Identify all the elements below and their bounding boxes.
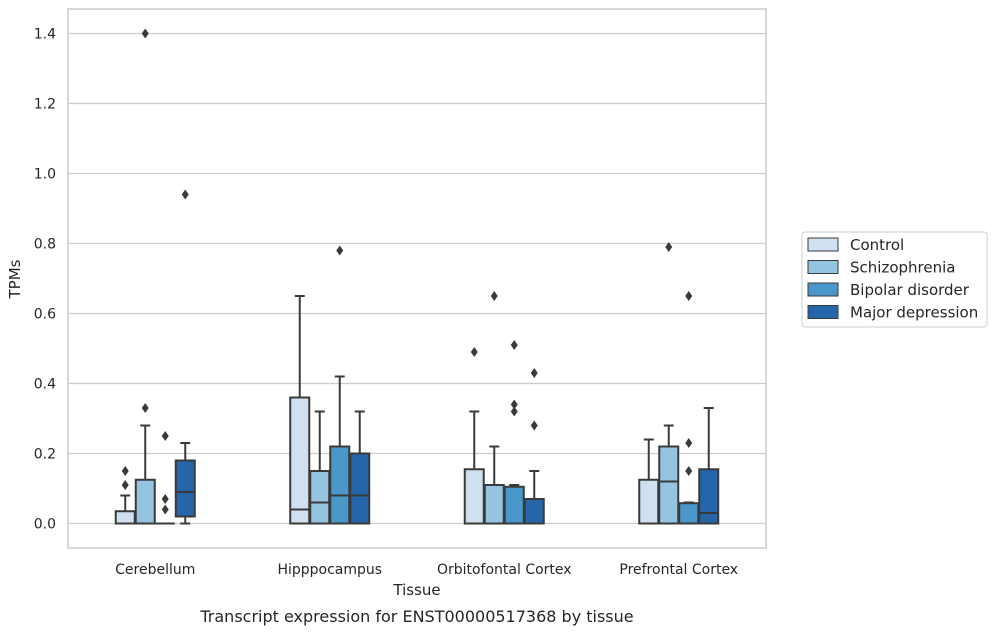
y-tick-label: 1.2 [34,97,56,113]
box-iqr [134,478,156,525]
outlier-point [685,438,693,448]
outlier-point [141,28,149,39]
box-major-depression [698,407,720,525]
outlier-point [121,466,129,476]
box-iqr [289,396,311,525]
outlier-point [161,494,169,504]
outlier-point [470,347,478,357]
legend-label: Schizophrenia [850,259,955,277]
box-schizophrenia [134,28,156,525]
legend-label: Control [850,236,904,254]
box-control [289,295,311,525]
box-schizophrenia [309,410,331,525]
y-tick-label: 0.6 [34,307,56,323]
x-axis-label: Tissue [392,581,440,599]
outlier-point [161,504,169,515]
box-control [114,466,136,525]
x-tick-label: Cerebellum [115,562,195,578]
legend-swatch [807,237,839,252]
chart-caption: Transcript expression for ENST0000051736… [199,607,633,626]
y-tick-label: 1.4 [34,27,56,43]
x-tick-label: Orbitofontal Cortex [437,562,572,578]
box-iqr [309,470,331,525]
legend-swatch [807,305,839,319]
box-bipolar-disorder [155,431,175,525]
box-major-depression [523,368,545,525]
x-tick-label: Hipppocampus [277,562,382,578]
outlier-point [665,242,673,252]
outlier-point [685,291,693,301]
outlier-point [510,340,518,350]
y-tick-labels: 0.0 0.2 0.4 0.6 0.8 1.0 1.2 1.4 [34,27,56,533]
box-bipolar-disorder [329,245,351,525]
box-schizophrenia [483,291,505,525]
x-tick-label: Prefrontal Cortex [619,562,738,578]
x-tick-labels: Cerebellum Hipppocampus Orbitofontal Corte… [115,562,738,578]
outlier-point [530,420,538,431]
box-major-depression [174,189,196,525]
box-bipolar-disorder [678,291,700,525]
y-axis-label: TPMs [6,259,24,299]
box-major-depression [349,410,371,525]
legend: Control Schizophrenia Bipolar disorder Majo… [801,231,988,328]
outlier-point [530,368,538,378]
box-iqr [503,485,525,525]
box-schizophrenia [658,242,680,525]
box-iqr [638,478,660,525]
box-iqr [483,484,505,525]
y-tick-label: 1.0 [34,167,56,183]
y-tick-label: 0.4 [34,377,56,393]
box-iqr [463,468,485,525]
outlier-point [510,399,518,410]
outlier-point [121,480,129,490]
legend-frame [801,231,988,328]
box-iqr [174,459,196,518]
box-control [638,438,660,525]
legend-swatch [807,260,839,274]
box-iqr [523,498,545,525]
box-iqr [658,445,680,525]
outlier-point [510,406,518,417]
legend-swatch [807,282,839,297]
box-iqr [329,445,351,525]
outlier-point [141,403,149,413]
box-iqr [678,502,700,525]
y-tick-label: 0.2 [34,447,56,463]
legend-label: Major depression [850,304,978,322]
box-iqr [114,510,136,525]
outlier-point [161,431,169,441]
box-iqr [698,468,720,525]
outlier-point [181,189,189,200]
y-tick-label: 0.0 [34,517,56,533]
box-bipolar-disorder [503,340,525,525]
boxes [114,28,720,525]
box-iqr [349,452,371,525]
outlier-point [336,245,344,256]
outlier-point [685,466,693,476]
box-control [463,347,485,525]
y-tick-label: 0.8 [34,237,56,253]
legend-label: Bipolar disorder [850,281,970,299]
outlier-point [490,291,498,301]
plot-frame [67,8,767,549]
